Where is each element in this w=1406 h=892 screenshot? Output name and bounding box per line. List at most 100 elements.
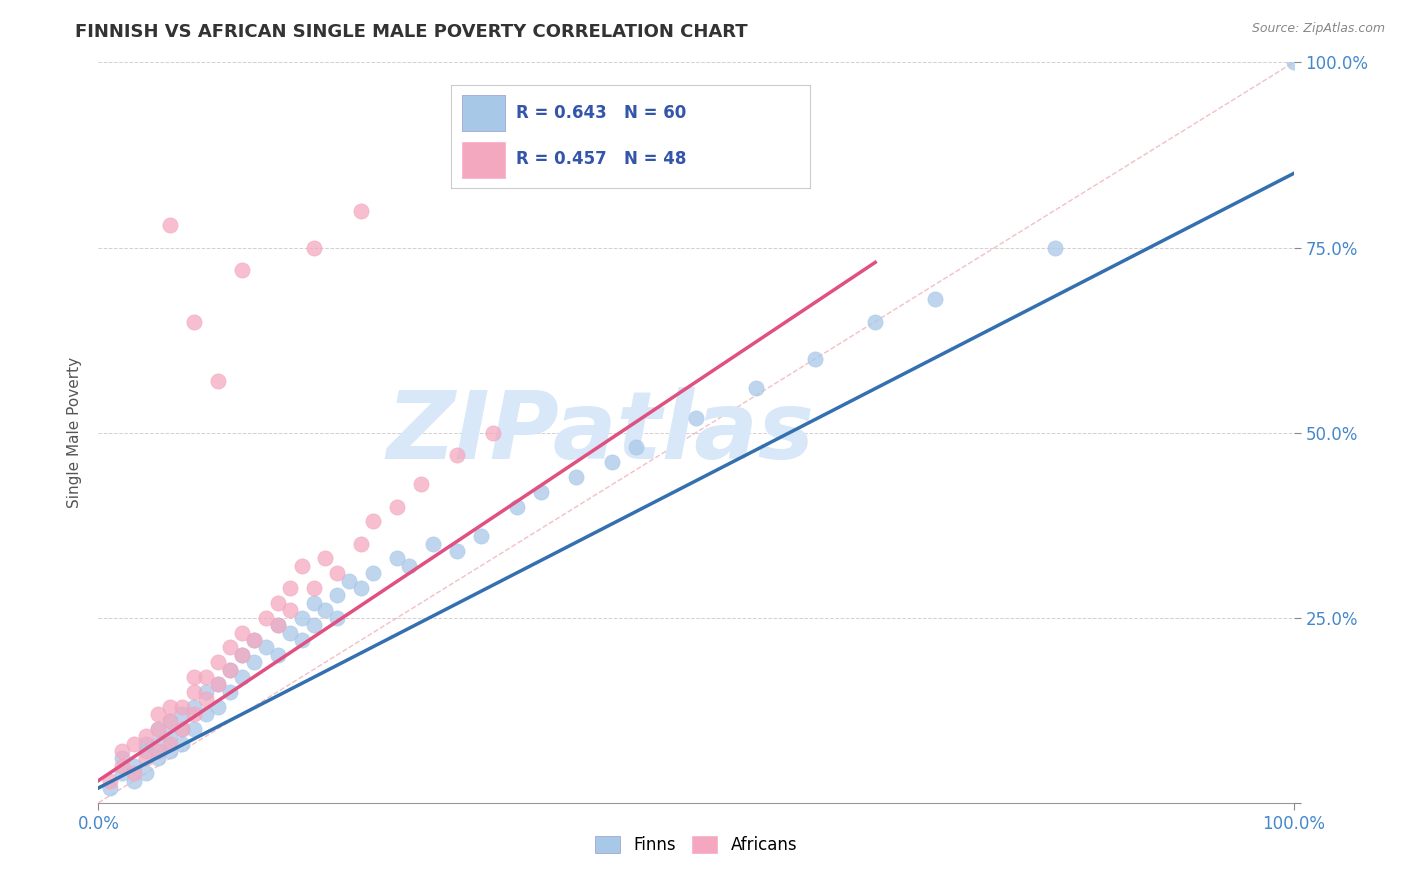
Point bbox=[602, 455, 624, 469]
Point bbox=[135, 751, 157, 765]
Point bbox=[148, 722, 170, 736]
Point bbox=[111, 751, 134, 765]
Point bbox=[219, 640, 242, 655]
Point bbox=[411, 477, 433, 491]
Point bbox=[278, 603, 301, 617]
Point bbox=[195, 706, 218, 721]
Point bbox=[195, 670, 218, 684]
Point bbox=[481, 425, 505, 440]
Point bbox=[231, 670, 253, 684]
Point bbox=[291, 610, 314, 624]
Point bbox=[148, 751, 170, 765]
Point bbox=[1282, 55, 1305, 70]
Point bbox=[159, 729, 181, 743]
Point bbox=[446, 544, 468, 558]
Point bbox=[183, 722, 205, 736]
Point bbox=[302, 596, 325, 610]
Point bbox=[924, 293, 946, 307]
Legend: Finns, Africans: Finns, Africans bbox=[588, 830, 804, 861]
Point bbox=[207, 677, 229, 691]
Point bbox=[159, 744, 181, 758]
Point bbox=[254, 610, 277, 624]
Point bbox=[183, 670, 205, 684]
Point bbox=[183, 699, 205, 714]
Point bbox=[98, 773, 122, 788]
Text: ZIPatlas: ZIPatlas bbox=[387, 386, 814, 479]
Point bbox=[219, 663, 242, 677]
Point bbox=[267, 618, 290, 632]
Point bbox=[172, 722, 194, 736]
Point bbox=[111, 766, 134, 780]
Point bbox=[530, 484, 553, 499]
Point bbox=[124, 773, 146, 788]
Point bbox=[326, 589, 349, 603]
Point bbox=[267, 648, 290, 662]
Point bbox=[267, 618, 290, 632]
Point bbox=[565, 470, 588, 484]
Point bbox=[385, 500, 409, 514]
Point bbox=[350, 203, 373, 218]
Point bbox=[207, 374, 229, 388]
Point bbox=[195, 692, 218, 706]
Point bbox=[1043, 240, 1066, 255]
Point bbox=[135, 737, 157, 751]
Point bbox=[315, 603, 337, 617]
Point bbox=[326, 610, 349, 624]
Point bbox=[172, 722, 194, 736]
Text: Source: ZipAtlas.com: Source: ZipAtlas.com bbox=[1251, 22, 1385, 36]
Point bbox=[172, 706, 194, 721]
Point bbox=[148, 706, 170, 721]
Point bbox=[159, 714, 181, 729]
Point bbox=[219, 663, 242, 677]
Point bbox=[159, 714, 181, 729]
Point bbox=[148, 737, 170, 751]
Point bbox=[326, 566, 349, 581]
Point bbox=[350, 536, 373, 550]
Point bbox=[207, 699, 229, 714]
Point bbox=[231, 648, 253, 662]
Point bbox=[135, 766, 157, 780]
Point bbox=[231, 262, 253, 277]
Point bbox=[172, 699, 194, 714]
Point bbox=[135, 744, 157, 758]
Point bbox=[302, 240, 325, 255]
Point bbox=[231, 625, 253, 640]
Point bbox=[350, 581, 373, 595]
Point bbox=[183, 685, 205, 699]
Point bbox=[135, 729, 157, 743]
Point bbox=[231, 648, 253, 662]
Point bbox=[626, 441, 648, 455]
Point bbox=[804, 351, 827, 366]
Point bbox=[685, 410, 707, 425]
Point bbox=[422, 536, 444, 550]
Point bbox=[254, 640, 277, 655]
Y-axis label: Single Male Poverty: Single Male Poverty bbox=[67, 357, 83, 508]
Point bbox=[385, 551, 409, 566]
Point bbox=[745, 381, 768, 395]
Point bbox=[159, 219, 181, 233]
Point bbox=[446, 448, 468, 462]
Point bbox=[98, 780, 122, 795]
Point bbox=[207, 655, 229, 669]
Point bbox=[278, 581, 301, 595]
Point bbox=[363, 515, 385, 529]
Point bbox=[506, 500, 529, 514]
Point bbox=[339, 574, 361, 588]
Point bbox=[111, 744, 134, 758]
Point bbox=[148, 744, 170, 758]
Point bbox=[278, 625, 301, 640]
Point bbox=[243, 632, 266, 647]
Point bbox=[124, 766, 146, 780]
Point bbox=[291, 632, 314, 647]
Point bbox=[363, 566, 385, 581]
Point bbox=[302, 581, 325, 595]
Point bbox=[159, 699, 181, 714]
Text: FINNISH VS AFRICAN SINGLE MALE POVERTY CORRELATION CHART: FINNISH VS AFRICAN SINGLE MALE POVERTY C… bbox=[75, 23, 747, 41]
Point bbox=[111, 758, 134, 772]
Point bbox=[470, 529, 492, 543]
Point bbox=[865, 314, 887, 328]
Point bbox=[207, 677, 229, 691]
Point bbox=[267, 596, 290, 610]
Point bbox=[243, 655, 266, 669]
Point bbox=[291, 558, 314, 573]
